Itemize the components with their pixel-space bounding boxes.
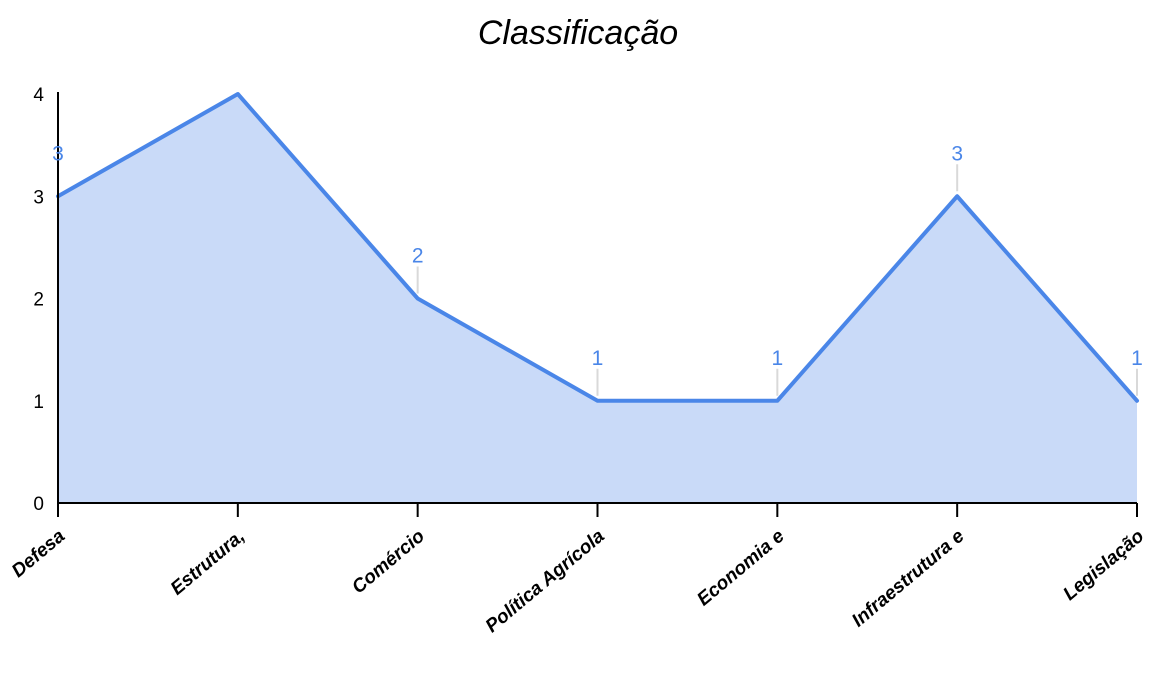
data-label: 3 [951, 142, 963, 165]
area-fill [58, 94, 1137, 503]
y-tick-label: 0 [33, 494, 44, 515]
data-label: 1 [771, 347, 783, 370]
y-tick-label: 4 [33, 85, 44, 106]
data-label: 1 [592, 347, 604, 370]
y-tick-label: 1 [33, 392, 44, 413]
x-tick-label: Infraestrutura e [848, 525, 969, 631]
data-label: 3 [52, 142, 64, 165]
x-tick-label: Legislação [1059, 526, 1148, 605]
plot-area: 0 1 2 3 4 Defesa Estrutura, Comércio Política Ag… [8, 85, 1148, 637]
y-tick-label: 2 [33, 290, 44, 311]
x-tick-label: Política Agrícola [482, 525, 609, 637]
x-tick-label: Defesa [8, 525, 70, 581]
chart-title: Classificação [478, 14, 678, 52]
series-line [56, 92, 1139, 403]
x-tick-label: Comércio [348, 526, 429, 598]
x-tick-label: Economia e [693, 525, 789, 610]
x-tick-label: Estrutura, [167, 526, 249, 600]
data-label: 2 [412, 245, 424, 268]
y-tick-label: 3 [33, 187, 44, 208]
data-label: 1 [1131, 347, 1143, 370]
